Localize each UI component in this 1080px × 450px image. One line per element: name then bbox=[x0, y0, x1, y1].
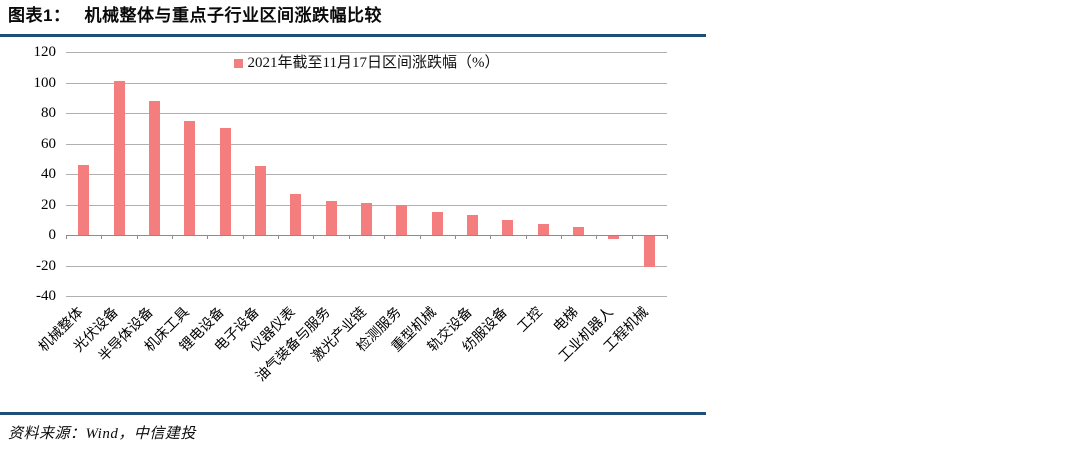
x-axis-line bbox=[66, 235, 667, 236]
bar-锂电设备 bbox=[219, 128, 231, 235]
chart-caption: 图表1： 机械整体与重点子行业区间涨跌幅比较 bbox=[8, 4, 382, 28]
gridline bbox=[66, 113, 667, 114]
bottom-divider bbox=[0, 412, 706, 415]
bar-检测服务 bbox=[396, 204, 408, 235]
data-source-note: 资料来源：Wind，中信建投 bbox=[8, 426, 196, 442]
gridline bbox=[66, 265, 667, 267]
gridline bbox=[66, 174, 667, 175]
y-axis-label: 0 bbox=[48, 227, 57, 243]
bar-重型机械 bbox=[431, 212, 443, 235]
x-axis-tick bbox=[207, 235, 209, 239]
y-axis-label: -40 bbox=[36, 288, 56, 304]
gridline bbox=[66, 296, 667, 297]
bar-纺服设备 bbox=[502, 219, 514, 235]
x-axis-tick bbox=[454, 235, 456, 239]
x-axis-tick bbox=[560, 235, 562, 239]
y-axis-label: -20 bbox=[36, 257, 56, 274]
gridline bbox=[66, 143, 667, 145]
y-axis-label: 40 bbox=[41, 166, 56, 182]
bar-仪器仪表 bbox=[290, 193, 302, 235]
x-axis-tick bbox=[348, 235, 350, 239]
legend-marker-swatch bbox=[233, 58, 243, 68]
bar-电梯 bbox=[573, 227, 585, 235]
bar-工程机械 bbox=[643, 236, 655, 267]
bar-机械整体 bbox=[78, 164, 90, 235]
x-axis-tick bbox=[490, 235, 492, 239]
x-axis-tick bbox=[667, 235, 668, 239]
x-axis-tick bbox=[66, 235, 67, 239]
bar-工控 bbox=[537, 224, 549, 235]
x-axis-tick bbox=[242, 235, 244, 239]
bar-机床工具 bbox=[184, 120, 196, 235]
bar-电子设备 bbox=[254, 166, 266, 235]
gridline bbox=[66, 52, 667, 53]
bar-工业机器人 bbox=[608, 236, 620, 240]
chart-title: 机械整体与重点子行业区间涨跌幅比较 bbox=[84, 6, 382, 25]
y-axis-label: 80 bbox=[41, 105, 56, 121]
x-axis-tick bbox=[419, 235, 421, 239]
bar-油气装备与服务 bbox=[325, 201, 337, 235]
bar-轨交设备 bbox=[467, 215, 479, 235]
bar-半导体设备 bbox=[148, 100, 160, 235]
x-axis-tick bbox=[278, 235, 280, 239]
top-divider bbox=[0, 34, 706, 37]
y-axis-label: 60 bbox=[41, 135, 56, 152]
x-axis-tick bbox=[631, 235, 633, 239]
x-axis-tick bbox=[384, 235, 386, 239]
x-axis-tick bbox=[596, 235, 598, 239]
legend-label: 2021年截至11月17日区间涨跌幅（%） bbox=[247, 55, 500, 71]
x-axis-tick bbox=[101, 235, 103, 239]
gridline bbox=[66, 82, 667, 84]
y-axis-label: 120 bbox=[33, 44, 57, 60]
x-axis-tick bbox=[313, 235, 315, 239]
y-axis-label: 20 bbox=[41, 196, 56, 213]
x-axis-tick bbox=[172, 235, 174, 239]
x-axis-tick bbox=[525, 235, 527, 239]
chart-legend: 2021年截至11月17日区间涨跌幅（%） bbox=[66, 53, 667, 73]
x-axis-tick bbox=[136, 235, 138, 239]
bar-激光产业链 bbox=[361, 202, 372, 235]
caption-label: 图表1： bbox=[8, 6, 71, 25]
y-axis-label: 100 bbox=[33, 74, 57, 91]
bar-光伏设备 bbox=[113, 80, 125, 235]
